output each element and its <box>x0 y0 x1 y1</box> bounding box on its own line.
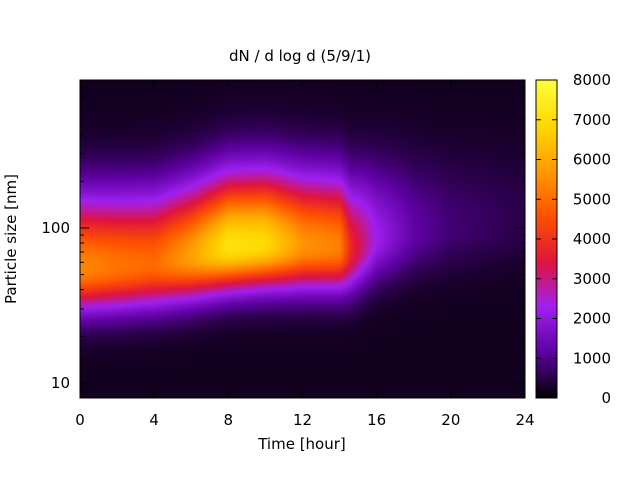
colorbar-label-7: 7000 <box>573 111 611 129</box>
colorbar-label-5: 5000 <box>573 190 611 208</box>
x-tick-label-0: 0 <box>75 411 85 429</box>
colorbar-label-4: 4000 <box>573 230 611 248</box>
colorbar-ticks: 0 1000 2000 3000 4000 5000 6000 7000 8000 <box>536 71 611 407</box>
x-tick-label-3: 12 <box>293 411 312 429</box>
colorbar-label-1: 1000 <box>573 349 611 367</box>
y-tick-label-1: 100 <box>41 219 70 237</box>
colorbar-label-0: 0 <box>601 389 611 407</box>
colorbar-label-2: 2000 <box>573 310 611 328</box>
y-tick-label-0: 10 <box>51 374 70 392</box>
colorbar-label-3: 3000 <box>573 270 611 288</box>
colorbar-label-6: 6000 <box>573 151 611 169</box>
x-tick-label-1: 4 <box>149 411 159 429</box>
x-tick-label-5: 20 <box>441 411 460 429</box>
x-axis: 0 4 8 12 16 20 24 <box>75 80 535 429</box>
y-axis-label: Particle size [nm] <box>2 174 20 304</box>
y-axis: 10 100 <box>41 79 525 399</box>
plot-area <box>79 79 526 399</box>
x-tick-label-6: 24 <box>515 411 534 429</box>
x-tick-label-2: 8 <box>224 411 234 429</box>
heatmap-image <box>80 80 525 398</box>
colorbar-label-8: 8000 <box>573 71 611 89</box>
x-axis-label: Time [hour] <box>257 435 346 453</box>
x-tick-label-4: 16 <box>367 411 386 429</box>
chart-title: dN / d log d (5/9/1) <box>229 47 371 65</box>
colorbar: 0 1000 2000 3000 4000 5000 6000 7000 8000 <box>535 71 611 407</box>
